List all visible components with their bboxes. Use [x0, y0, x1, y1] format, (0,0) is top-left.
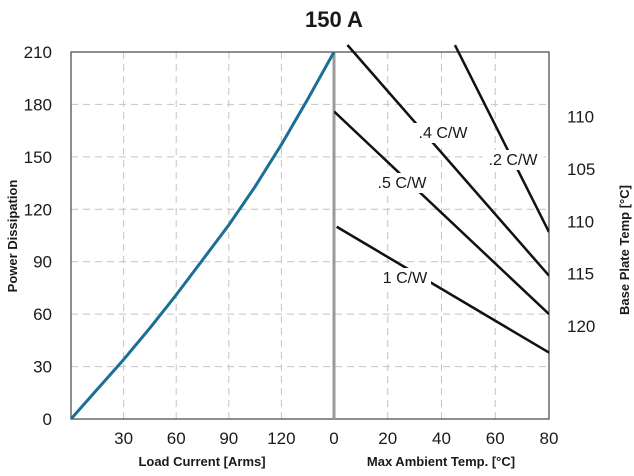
chart-title: 150 A [305, 7, 363, 32]
label-background [482, 150, 544, 170]
x-tick-label: 40 [432, 429, 451, 448]
right-tick-label: 105 [567, 160, 595, 179]
series-label: .2 C/W [489, 152, 539, 169]
series-label: 1 C/W [383, 270, 428, 287]
thermal-line [453, 44, 549, 233]
left-x-axis-label: Load Current [Arms] [138, 454, 265, 469]
right-tick-label: 120 [567, 317, 595, 336]
x-tick-label: 80 [540, 429, 559, 448]
series-label: .5 C/W [378, 175, 428, 192]
left-x-ticks: 30 60 90 120 [114, 429, 295, 448]
x-tick-label: 120 [267, 429, 295, 448]
x-tick-label: 20 [378, 429, 397, 448]
right-tick-label: 110 [567, 107, 594, 126]
x-tick-label: 90 [219, 429, 238, 448]
right-y-ticks: 110 105 110 115 120 [567, 107, 595, 336]
y-tick-label: 180 [24, 95, 52, 114]
thermal-line [334, 110, 549, 316]
label-background [412, 123, 474, 143]
x-tick-label: 30 [114, 429, 133, 448]
left-y-ticks: 0 30 60 90 120 150 180 210 [24, 43, 52, 429]
y-tick-label: 30 [33, 358, 52, 377]
series-labels: 1 C/W .5 C/W .4 C/W .2 C/W [371, 123, 544, 288]
thermal-line [336, 225, 549, 354]
y-tick-label: 90 [33, 253, 52, 272]
series-lines [69, 44, 549, 420]
plot-frame [70, 51, 550, 420]
left-y-axis-label: Power Dissipation [5, 180, 20, 293]
right-x-axis-label: Max Ambient Temp. [°C] [367, 454, 515, 469]
right-y-axis-label: Base Plate Temp [°C] [617, 185, 632, 315]
series-label: .4 C/W [419, 125, 469, 142]
x-tick-label: 0 [329, 429, 338, 448]
label-background [371, 173, 433, 193]
right-x-ticks: 0 20 40 60 80 [329, 429, 558, 448]
thermal-line [346, 44, 549, 277]
x-tick-label: 60 [167, 429, 186, 448]
grid [71, 52, 549, 419]
y-tick-label: 150 [24, 148, 52, 167]
right-tick-label: 110 [567, 212, 594, 231]
right-tick-label: 115 [567, 265, 594, 284]
y-tick-label: 60 [33, 305, 52, 324]
y-tick-label: 120 [24, 200, 52, 219]
y-tick-label: 210 [24, 43, 52, 62]
power-curve-line [69, 51, 336, 420]
x-tick-label: 60 [486, 429, 505, 448]
y-tick-label: 0 [43, 410, 52, 429]
label-background [379, 268, 431, 288]
